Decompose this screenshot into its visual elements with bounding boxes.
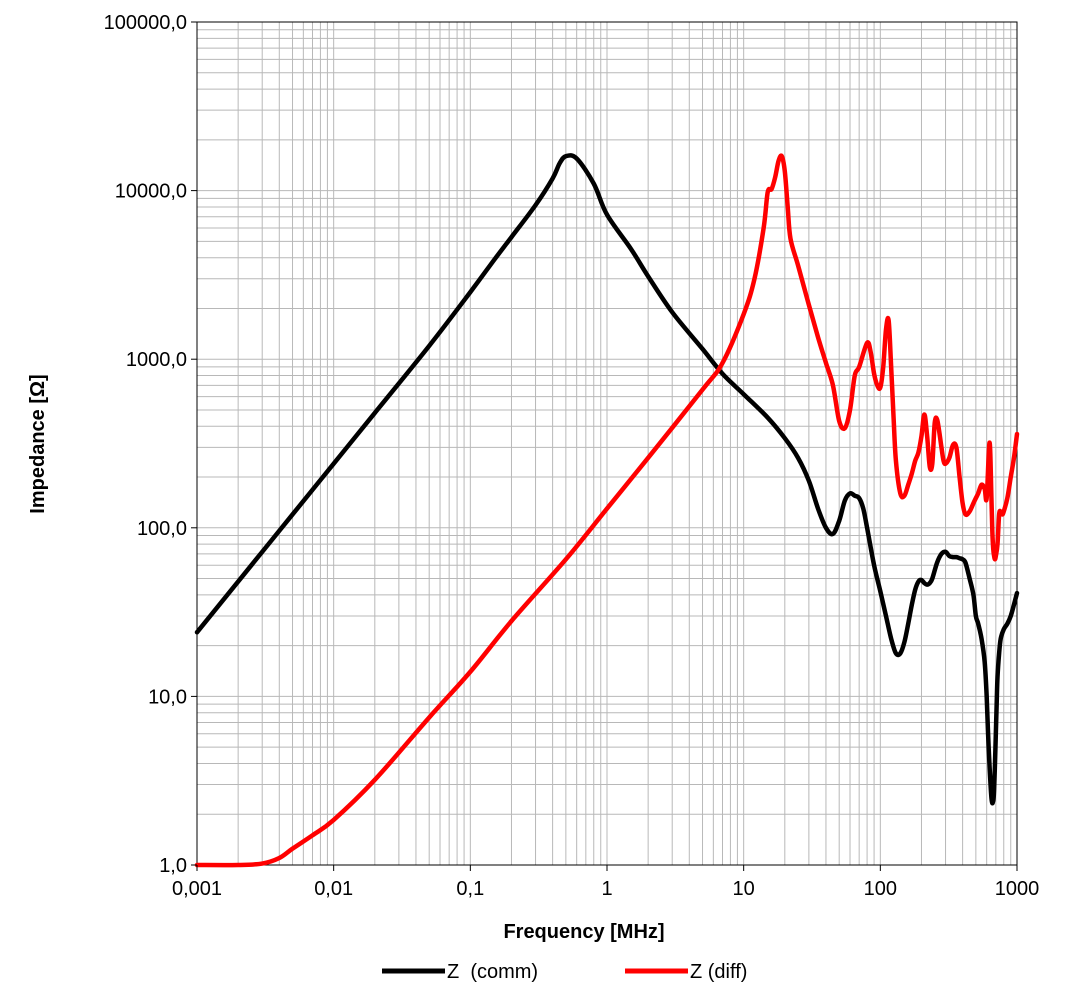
x-axis-ticks: 0,001 0,01 0,1 1 10 100 1000 (172, 865, 1039, 900)
x-tick-label: 1000 (995, 878, 1040, 900)
y-tick-label: 1000,0 (126, 349, 187, 371)
grid (197, 22, 1017, 865)
x-tick-label: 0,01 (314, 878, 353, 900)
series-line-comm (194, 153, 1020, 806)
x-axis-title: Frequency [MHz] (503, 921, 664, 943)
y-tick-label: 100000,0 (104, 12, 187, 34)
legend: Z (comm) Z (diff) (382, 961, 747, 983)
x-tick-label: 10 (733, 878, 755, 900)
x-tick-label: 1 (601, 878, 612, 900)
y-tick-label: 10,0 (148, 686, 187, 708)
legend-label-diff: Z (diff) (690, 961, 747, 983)
x-tick-label: 0,1 (456, 878, 484, 900)
y-axis-ticks: 1,0 10,0 100,0 1000,0 10000,0 100000,0 (104, 12, 197, 877)
x-tick-label: 100 (864, 878, 897, 900)
y-axis-title: Impedance [Ω] (27, 374, 49, 513)
series-line-diff (194, 153, 1020, 868)
y-tick-label: 10000,0 (115, 181, 187, 203)
series-lines (194, 153, 1020, 868)
y-tick-label: 100,0 (137, 518, 187, 540)
x-tick-label: 0,001 (172, 878, 222, 900)
y-tick-label: 1,0 (159, 855, 187, 877)
legend-label-comm: Z (comm) (447, 961, 538, 983)
